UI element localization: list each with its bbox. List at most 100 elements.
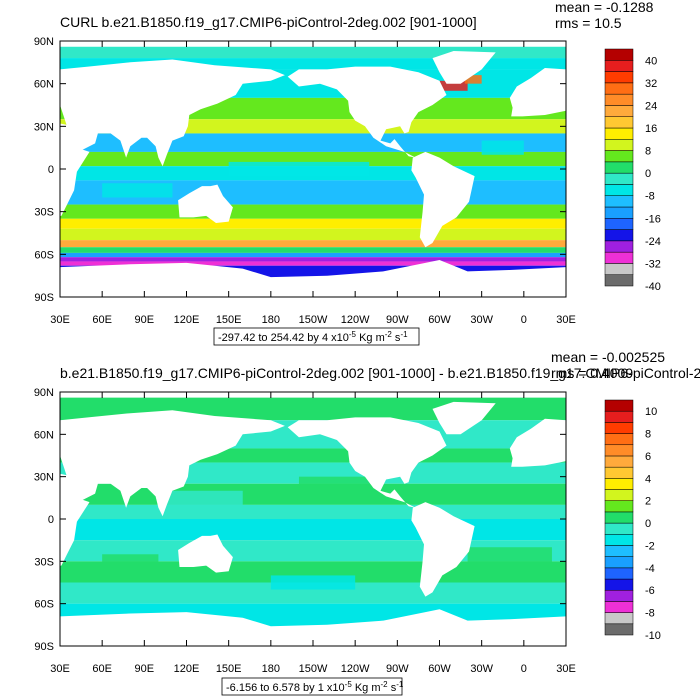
colorbar-swatch <box>604 127 634 140</box>
x-tick-label: 30W <box>470 663 493 675</box>
x-tick-label: 120E <box>174 314 200 326</box>
land-mask-2-2 <box>60 410 285 517</box>
colorbar-label: -8 <box>645 191 655 203</box>
ocean-band-2-10 <box>60 582 566 604</box>
colorbar-swatch <box>604 578 634 591</box>
x-tick-label: 30E <box>556 314 576 326</box>
ocean-band-1-6 <box>60 133 566 152</box>
ocean-patch-1-3 <box>228 161 370 177</box>
ocean-band-1-11 <box>60 218 566 229</box>
colorbar-label: 16 <box>645 123 657 135</box>
colorbar-swatch <box>604 105 634 117</box>
x-tick-label: 150W <box>299 314 328 326</box>
x-tick-label: 120W <box>341 663 370 675</box>
colorbar-label: -2 <box>645 540 655 552</box>
rms-stat: rms = 10.5 <box>555 15 622 31</box>
colorbar-swatch <box>604 433 634 446</box>
ocean-band-1-12 <box>60 228 566 241</box>
panel-title: b.e21.B1850.f19_g17.CMIP6-piControl-2deg… <box>60 365 700 381</box>
land-mask-1-5 <box>287 66 447 158</box>
land-mask-1-8 <box>60 260 566 297</box>
ocean-patch-2-4 <box>467 547 552 569</box>
mean-stat: mean = -0.1288 <box>555 0 654 15</box>
land-mask-2-7 <box>411 502 475 597</box>
colorbar-swatch <box>604 240 634 253</box>
ocean-band-1-17 <box>60 261 566 266</box>
colorbar-swatch <box>604 150 634 163</box>
y-tick-label: 60N <box>34 429 54 441</box>
colorbar-swatch <box>604 444 634 457</box>
colorbar-swatch <box>604 410 634 423</box>
colorbar-swatch <box>604 60 634 72</box>
x-tick-label: 30E <box>50 663 70 675</box>
land-mask-1-2 <box>60 59 285 167</box>
colorbar-swatch <box>604 534 634 546</box>
panel-title: CURL b.e21.B1850.f19_g17.CMIP6-piControl… <box>60 14 477 30</box>
colorbar-label: -16 <box>645 213 661 225</box>
colorbar-swatch <box>604 455 634 468</box>
land-mask-1-1 <box>60 123 90 217</box>
ocean-band-1-16 <box>60 257 566 262</box>
colorbar-swatch <box>604 251 634 264</box>
colorbar-swatch <box>604 589 634 602</box>
land-mask-2-8 <box>60 609 566 646</box>
colorbar-label: -6 <box>645 585 655 597</box>
x-tick-label: 120W <box>341 314 370 326</box>
colorbar-swatch <box>604 478 634 490</box>
colorbar-swatch <box>604 399 634 412</box>
land-mask-2-6 <box>432 401 496 435</box>
x-tick-label: 90E <box>135 314 155 326</box>
colorbar-swatch <box>604 567 634 580</box>
contour-range-box <box>213 327 420 346</box>
colorbar-swatch <box>604 195 634 208</box>
ocean-patch-2-5 <box>270 575 356 590</box>
y-tick-label: 90S <box>34 292 54 304</box>
colorbar-label: 10 <box>645 406 657 418</box>
x-tick-label: 30W <box>470 314 493 326</box>
ocean-patch-1-2 <box>464 75 482 84</box>
colorbar-swatch <box>604 489 634 501</box>
land-mask-2-3 <box>509 418 566 467</box>
x-tick-label: 30E <box>50 314 70 326</box>
contour-range-label: -297.42 to 254.42 by 4 x10-5 Kg m-2 s-1 <box>218 330 408 345</box>
colorbar-label: 24 <box>645 100 657 112</box>
ocean-patch-2-2 <box>298 476 384 498</box>
colorbar-label: -4 <box>645 563 655 575</box>
map-field-2 <box>60 392 566 646</box>
x-tick-label: 150W <box>299 663 328 675</box>
contour-range-box <box>221 677 403 696</box>
y-tick-label: 90N <box>34 36 54 48</box>
map-field-1 <box>60 41 566 297</box>
colorbar-swatch <box>604 466 634 479</box>
colorbar-swatch <box>604 545 634 557</box>
colorbar-label: -8 <box>645 608 655 620</box>
x-tick-label: 180 <box>262 663 280 675</box>
colorbar-swatch <box>604 116 634 129</box>
colorbar-swatch <box>604 48 634 61</box>
y-tick-label: 30N <box>34 121 54 133</box>
colorbar-swatch <box>604 556 634 569</box>
land-mask-2-1 <box>60 473 90 566</box>
ocean-patch-1-1 <box>439 80 468 91</box>
x-tick-label: 150E <box>216 314 242 326</box>
colorbar-label: 0 <box>645 518 651 530</box>
x-tick-label: 30E <box>556 663 576 675</box>
ocean-band-2-7 <box>60 519 566 541</box>
colorbar-label: -40 <box>645 281 661 293</box>
y-tick-label: 30N <box>34 472 54 484</box>
y-tick-label: 90S <box>34 641 54 653</box>
colorbar-label: 8 <box>645 429 651 441</box>
colorbar-swatch <box>604 522 634 535</box>
colorbar-swatch <box>604 93 634 106</box>
colorbar-swatch <box>604 274 634 287</box>
ocean-band-1-13 <box>60 240 566 248</box>
colorbar-1: 40 32 24 16 8 0 -8 -16 -24 -32 -40 <box>604 48 661 293</box>
land-mask-2-5 <box>287 417 447 508</box>
ocean-band-2-6 <box>60 504 566 519</box>
ocean-band-1-2 <box>60 58 566 70</box>
x-tick-label: 90E <box>135 663 155 675</box>
x-tick-label: 90W <box>386 314 409 326</box>
colorbar-swatch <box>604 172 634 185</box>
x-tick-label: 0 <box>521 663 527 675</box>
